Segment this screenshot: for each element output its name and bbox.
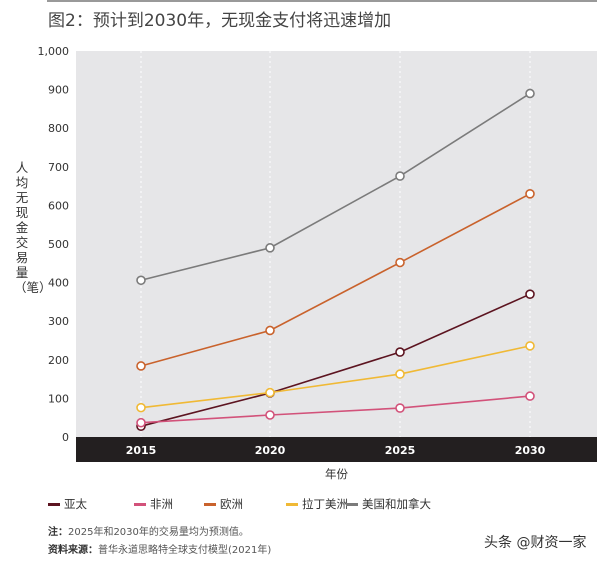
data-point <box>395 347 405 357</box>
data-point <box>525 391 535 401</box>
y-tick-label: 400 <box>48 277 69 290</box>
y-tick-label: 200 <box>48 354 69 367</box>
watermark: 头条 @财资一家 <box>484 535 587 551</box>
series-line <box>140 193 531 367</box>
data-point <box>395 369 405 379</box>
legend-label: 亚太 <box>64 497 87 511</box>
y-tick-label: 700 <box>48 161 69 174</box>
legend-label: 拉丁美洲 <box>302 497 348 511</box>
data-point <box>265 325 275 336</box>
legend-swatch <box>346 503 358 506</box>
y-tick-label: 300 <box>48 315 69 328</box>
note-label: 注： <box>48 527 68 538</box>
data-point <box>265 387 275 398</box>
legend-label: 非洲 <box>150 497 173 511</box>
legend-item: 拉丁美洲 <box>286 496 348 512</box>
x-axis-label: 年份 <box>325 467 348 481</box>
data-point <box>525 88 535 99</box>
note-text: 2025年和2030年的交易量均为预测值。 <box>68 527 249 538</box>
legend-item: 美国和加拿大 <box>346 496 431 512</box>
series-line <box>140 395 531 424</box>
data-point <box>525 289 535 299</box>
data-point <box>395 403 405 413</box>
data-point <box>136 417 146 428</box>
data-point <box>136 361 146 371</box>
data-point <box>395 257 405 268</box>
series-line <box>140 293 531 427</box>
series-line <box>140 92 531 282</box>
x-tick-label: 2025 <box>385 444 416 457</box>
x-tick-label: 2030 <box>515 444 546 457</box>
legend-item: 非洲 <box>134 496 173 512</box>
legend-item: 欧洲 <box>204 496 243 512</box>
x-axis-band <box>76 437 597 462</box>
note: 注：2025年和2030年的交易量均为预测值。 <box>48 523 249 538</box>
y-tick-label: 1,000 <box>38 45 70 58</box>
legend-swatch <box>48 503 60 506</box>
legend-swatch <box>286 503 298 506</box>
plot-background <box>76 51 597 437</box>
legend-item: 亚太 <box>48 496 87 512</box>
y-axis-label: 人均无现金交易量（笔） <box>14 160 52 295</box>
source-text: 普华永道思略特全球支付模型(2021年) <box>98 545 272 556</box>
y-tick-label: 500 <box>48 238 69 251</box>
data-point <box>525 189 535 199</box>
data-point <box>136 402 146 413</box>
data-point <box>265 243 275 253</box>
source-label: 资料来源： <box>48 545 98 556</box>
top-rule <box>47 0 597 2</box>
chart-title: 图2：预计到2030年，无现金支付将迅速增加 <box>48 11 392 31</box>
legend-swatch <box>134 503 146 506</box>
y-tick-label: 100 <box>48 392 69 405</box>
data-point <box>525 341 535 351</box>
y-tick-label: 900 <box>48 84 69 97</box>
data-point <box>265 410 275 420</box>
legend-swatch <box>204 503 216 506</box>
legend-label: 美国和加拿大 <box>362 497 431 511</box>
data-point <box>136 275 146 286</box>
source: 资料来源：普华永道思略特全球支付模型(2021年) <box>48 541 271 556</box>
series-line <box>140 345 531 409</box>
data-point <box>395 171 405 181</box>
x-tick-label: 2015 <box>126 444 157 457</box>
y-tick-label: 600 <box>48 199 69 212</box>
y-tick-label: 800 <box>48 122 69 135</box>
x-tick-label: 2020 <box>255 444 286 457</box>
legend-label: 欧洲 <box>220 497 243 511</box>
y-tick-label: 0 <box>62 431 69 444</box>
line-chart: 2015 2020 2025 2030 0 100 200 300 400 500 600 700 80… <box>38 45 597 481</box>
